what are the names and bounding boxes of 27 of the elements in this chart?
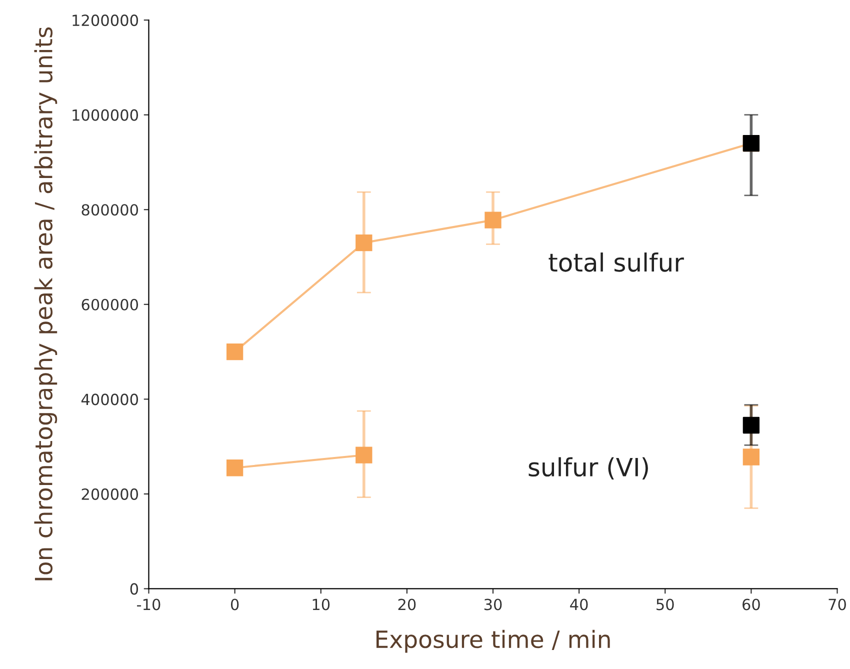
annotation: total sulfur [548, 252, 684, 272]
x-tick-label: 0 [230, 598, 239, 610]
annotation: sulfur (VI) [528, 457, 648, 480]
point [356, 234, 372, 252]
point [226, 343, 244, 360]
y-tick-label: 0 [130, 583, 138, 595]
y-tick-label: 200000 [82, 488, 138, 500]
point [226, 460, 244, 476]
point [742, 448, 760, 466]
y-tick-label: 600000 [82, 298, 138, 310]
x-tick-label: 30 [484, 598, 502, 610]
x-tick-label: 10 [312, 598, 330, 610]
x-tick-label: 50 [656, 598, 674, 610]
x-tick-label: 60 [742, 598, 760, 610]
y-tick-label: 800000 [82, 204, 138, 216]
y-tick-label: 1200000 [72, 14, 138, 26]
x-tick-label: 40 [570, 598, 588, 610]
point [484, 212, 502, 228]
y-tick-label: 400000 [81, 394, 138, 406]
x-tick-label: 70 [828, 598, 846, 610]
point [356, 446, 372, 464]
y-axis-title: Ion chromatography peak area / arbitrary units [34, 27, 58, 580]
x-axis-title: Exposure time / min [376, 630, 610, 653]
x-tick-label: -10 [137, 598, 160, 610]
x-tick-label: 20 [398, 598, 416, 610]
y-tick-label: 1000000 [72, 109, 138, 121]
point [742, 416, 760, 434]
